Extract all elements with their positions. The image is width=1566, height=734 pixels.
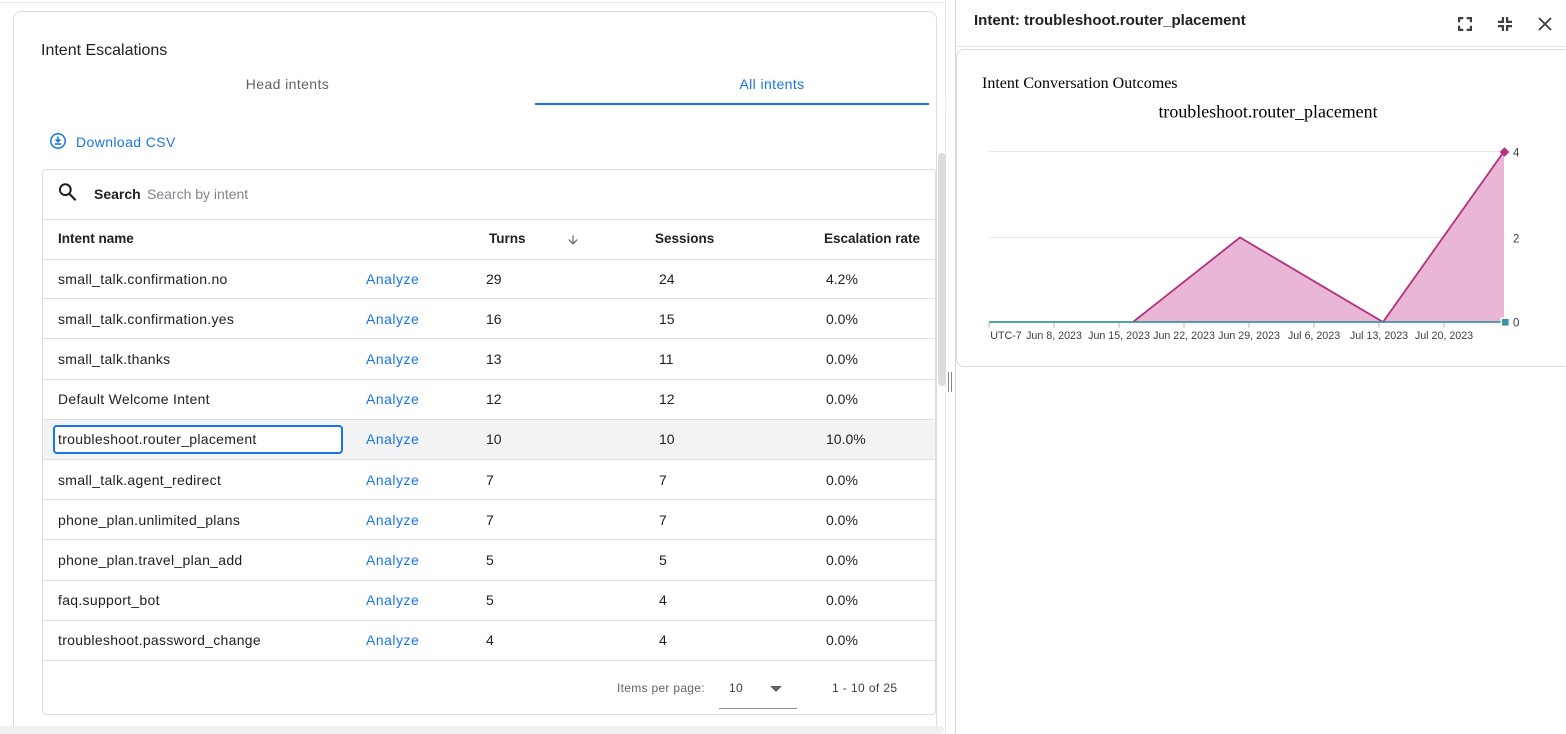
svg-text:UTC-7: UTC-7 [990, 330, 1022, 342]
svg-text:Jun 29, 2023: Jun 29, 2023 [1218, 330, 1280, 342]
svg-text:2: 2 [1513, 234, 1519, 246]
svg-text:Jun 15, 2023: Jun 15, 2023 [1088, 330, 1150, 342]
svg-text:Jun 22, 2023: Jun 22, 2023 [1153, 330, 1215, 342]
svg-text:Jun 8, 2023: Jun 8, 2023 [1026, 330, 1082, 342]
svg-text:4: 4 [1513, 148, 1520, 160]
svg-text:0: 0 [1513, 318, 1519, 330]
svg-text:Jul 20, 2023: Jul 20, 2023 [1415, 330, 1473, 342]
svg-text:Jul 6, 2023: Jul 6, 2023 [1288, 330, 1340, 342]
svg-text:Jul 13, 2023: Jul 13, 2023 [1350, 330, 1408, 342]
svg-text:troubleshoot.router_placement: troubleshoot.router_placement [1158, 102, 1377, 122]
